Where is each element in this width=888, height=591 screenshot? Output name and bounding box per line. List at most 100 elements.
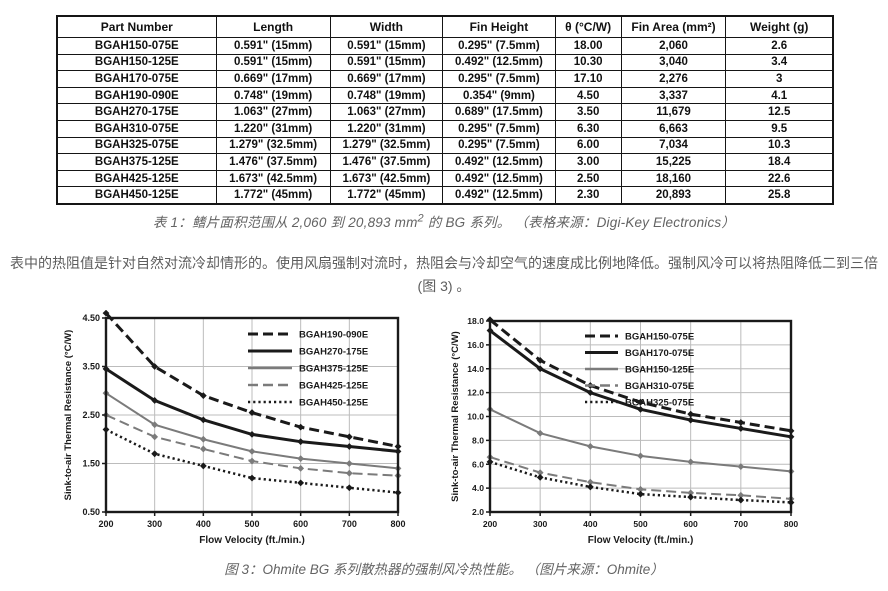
table-cell: 4.50 xyxy=(554,86,622,105)
x-tick-label: 700 xyxy=(342,519,357,529)
x-tick-label: 700 xyxy=(734,519,749,529)
x-tick-label: 400 xyxy=(196,519,211,529)
data-marker xyxy=(151,421,159,429)
table-cell: 2,276 xyxy=(620,70,727,88)
table-cell: 22.6 xyxy=(725,169,834,188)
table-cell: 2,060 xyxy=(620,37,727,55)
table-cell: 2.30 xyxy=(554,186,622,205)
table-cell: 2.6 xyxy=(725,37,834,55)
data-marker xyxy=(737,496,745,504)
table-cell: 3.00 xyxy=(554,153,622,171)
table-cell: 15,225 xyxy=(620,153,727,171)
table-row: BGAH375-125E 1.476" (37.5mm) 1.476" (37.5m… xyxy=(56,153,834,171)
legend-label: BGAH170-075E xyxy=(625,348,694,359)
x-tick-label: 200 xyxy=(483,519,498,529)
table-caption-source: 的 BG 系列。 （表格来源：Digi-Key Electronics） xyxy=(423,215,736,230)
data-marker xyxy=(637,398,644,406)
x-tick-label: 600 xyxy=(683,519,698,529)
x-tick-label: 800 xyxy=(784,519,799,529)
table-cell: BGAH270-175E xyxy=(56,103,217,121)
x-tick-label: 600 xyxy=(293,519,308,529)
legend-label: BGAH450-125E xyxy=(299,398,368,409)
table-cell: 0.689" (17.5mm) xyxy=(442,103,556,121)
table-row: BGAH450-125E 1.772" (45mm) 1.772" (45mm) 0.… xyxy=(56,186,834,205)
legend-label: BGAH325-075E xyxy=(625,398,694,409)
chart-svg: 200 300 400 500 600 700 800 2.0 4.0 6.0 8.0 10.0 12.… xyxy=(450,316,799,546)
data-marker xyxy=(151,433,159,441)
table-cell: 10.3 xyxy=(725,136,834,155)
table-cell: 1.220" (31mm) xyxy=(215,119,331,138)
data-marker xyxy=(586,389,594,397)
y-tick-label: 0.50 xyxy=(82,507,100,517)
table-cell: BGAH190-090E xyxy=(56,86,217,105)
data-marker xyxy=(199,462,207,470)
y-tick-label: 18.0 xyxy=(467,316,484,326)
table-cell: 0.295" (7.5mm) xyxy=(442,136,556,155)
y-tick-label: 4.50 xyxy=(82,313,100,323)
data-marker xyxy=(345,460,353,467)
data-marker xyxy=(737,425,745,432)
table-cell: 0.591" (15mm) xyxy=(215,53,331,72)
data-marker xyxy=(297,438,305,446)
data-marker xyxy=(297,455,305,463)
data-marker xyxy=(536,429,544,437)
y-tick-label: 12.0 xyxy=(467,388,484,398)
table-header-row: Part Number Length Width Fin Height θ (°C/W)… xyxy=(56,15,834,38)
data-marker xyxy=(737,491,745,499)
data-marker xyxy=(151,450,159,458)
y-tick-label: 14.0 xyxy=(467,364,484,374)
table-cell: 0.295" (7.5mm) xyxy=(442,70,556,88)
table-cell: 6.00 xyxy=(554,136,622,155)
table-cell: 3 xyxy=(725,70,834,88)
table-cell: BGAH150-125E xyxy=(56,53,217,72)
table-cell: 3.50 xyxy=(554,103,622,121)
data-marker xyxy=(637,490,644,498)
data-marker xyxy=(536,473,544,481)
data-marker xyxy=(345,469,353,477)
table-cell: 1.063" (27mm) xyxy=(329,103,444,121)
table-row: BGAH150-125E 0.591" (15mm) 0.591" (15mm) 0.… xyxy=(56,53,834,72)
table-cell: 7,034 xyxy=(620,136,727,155)
table-caption-sup: 2 xyxy=(417,212,424,225)
y-axis-title: Sink-to-air Thermal Resistance (°C/W) xyxy=(63,330,74,501)
data-marker xyxy=(737,419,745,426)
data-marker xyxy=(687,489,695,497)
x-tick-label: 400 xyxy=(583,519,598,529)
table-cell: 3,040 xyxy=(620,53,727,72)
y-tick-label: 4.0 xyxy=(472,483,484,493)
table-cell: 18.4 xyxy=(725,153,834,171)
data-marker xyxy=(687,410,695,418)
table-cell: 17.10 xyxy=(554,70,622,88)
table-row: BGAH270-175E 1.063" (27mm) 1.063" (27mm) 0.… xyxy=(56,103,834,121)
body-paragraph: 表中的热阻值是针对自然对流冷却情形的。使用风扇强制对流时，热阻会与冷却空气的速度… xyxy=(10,255,878,294)
data-marker xyxy=(637,485,644,493)
data-marker xyxy=(248,474,256,482)
data-marker xyxy=(536,356,544,364)
y-tick-label: 2.50 xyxy=(82,410,100,420)
table-cell: 3.4 xyxy=(725,53,834,72)
data-marker xyxy=(687,458,695,466)
y-tick-label: 10.0 xyxy=(467,412,484,422)
x-tick-label: 500 xyxy=(633,519,648,529)
column-header: θ (°C/W) xyxy=(554,15,622,38)
data-marker xyxy=(345,433,353,441)
data-marker xyxy=(345,484,353,492)
table-cell: 0.492" (12.5mm) xyxy=(442,153,556,171)
data-marker xyxy=(248,409,256,416)
table-cell: 0.492" (12.5mm) xyxy=(442,169,556,188)
data-marker xyxy=(687,416,695,424)
legend-label: BGAH270-175E xyxy=(299,347,368,358)
figure-caption: 图 3：Ohmite BG 系列散热器的强制风冷热性能。 （图片来源：Ohmit… xyxy=(224,562,664,577)
data-marker xyxy=(102,309,110,317)
data-marker xyxy=(199,416,207,424)
data-marker xyxy=(199,445,207,453)
table-cell: BGAH310-075E xyxy=(56,119,217,138)
heatsink-spec-table: Part Number Length Width Fin Height θ (°C/W)… xyxy=(56,15,834,205)
table-cell: 0.748" (19mm) xyxy=(215,86,331,105)
thermal-chart-left: 200 300 400 500 600 700 800 0.50 1.50 2.50 3.50 4.5… xyxy=(58,309,442,556)
x-axis-title: Flow Velocity (ft./min.) xyxy=(199,535,305,546)
legend-label: BGAH425-125E xyxy=(299,381,368,392)
column-header: Fin Height xyxy=(442,15,556,38)
data-marker xyxy=(248,457,256,465)
